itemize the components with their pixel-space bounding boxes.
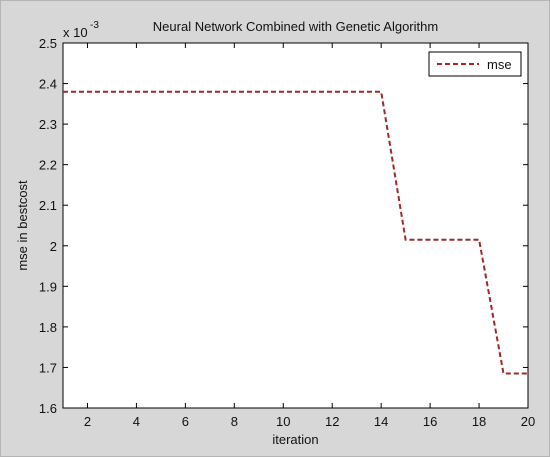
x-axis: 2 4 6 8 10 12 14 16 18 20 (84, 43, 535, 429)
y-exponent-base: x 10 (63, 25, 88, 40)
y-axis-label: mse in bestcost (15, 180, 30, 271)
y-axis: 1.6 1.7 1.8 1.9 2 2.1 2.2 2.3 2.4 2.5 (39, 36, 528, 416)
y-tick-label: 2 (50, 239, 57, 254)
y-tick-label: 2.2 (39, 158, 57, 173)
x-tick-label: 12 (325, 414, 339, 429)
series-line-mse (63, 90, 528, 375)
x-axis-label: iteration (272, 432, 318, 447)
chart-title: Neural Network Combined with Genetic Alg… (153, 19, 438, 34)
series-layer (63, 90, 528, 375)
x-tick-label: 4 (133, 414, 140, 429)
y-tick-label: 2.4 (39, 77, 57, 92)
y-exponent-power: -3 (90, 20, 99, 31)
x-tick-label: 6 (182, 414, 189, 429)
x-tick-label: 2 (84, 414, 91, 429)
x-tick-label: 8 (231, 414, 238, 429)
legend-entry-mse: mse (487, 57, 512, 72)
y-tick-label: 1.6 (39, 401, 57, 416)
legend-box (428, 51, 522, 77)
x-tick-label: 10 (276, 414, 290, 429)
plot-area (62, 42, 529, 409)
y-tick-label: 1.8 (39, 320, 57, 335)
y-tick-label: 1.9 (39, 279, 57, 294)
y-tick-label: 2.5 (39, 36, 57, 51)
x-tick-label: 14 (374, 414, 388, 429)
legend: mse (428, 51, 522, 77)
y-tick-label: 1.7 (39, 360, 57, 375)
y-tick-label: 2.1 (39, 198, 57, 213)
y-tick-label: 2.3 (39, 117, 57, 132)
x-tick-label: 20 (521, 414, 535, 429)
x-tick-label: 16 (423, 414, 437, 429)
x-tick-label: 18 (472, 414, 486, 429)
